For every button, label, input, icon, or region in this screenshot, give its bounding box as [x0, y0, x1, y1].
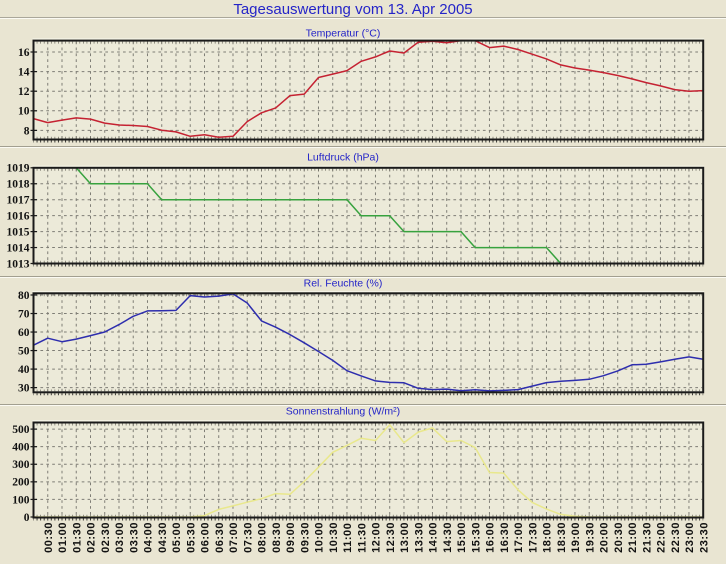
svg-text:22:00: 22:00 — [656, 522, 668, 553]
svg-text:500: 500 — [12, 424, 30, 436]
svg-text:1018: 1018 — [7, 179, 30, 191]
svg-text:10:00: 10:00 — [314, 522, 326, 553]
svg-text:13:00: 13:00 — [399, 522, 411, 553]
svg-text:1013: 1013 — [7, 258, 30, 270]
svg-text:14:30: 14:30 — [442, 522, 454, 553]
svg-text:15:30: 15:30 — [470, 522, 482, 553]
svg-text:11:30: 11:30 — [356, 523, 368, 553]
svg-text:13:30: 13:30 — [413, 522, 425, 553]
svg-text:20:00: 20:00 — [599, 522, 611, 553]
svg-text:300: 300 — [12, 459, 30, 471]
svg-text:1019: 1019 — [7, 163, 30, 175]
svg-text:19:00: 19:00 — [570, 522, 582, 553]
svg-text:07:00: 07:00 — [228, 522, 240, 553]
svg-text:04:00: 04:00 — [143, 522, 155, 553]
svg-text:05:30: 05:30 — [185, 522, 197, 553]
svg-text:200: 200 — [12, 477, 30, 489]
svg-text:20:30: 20:30 — [613, 522, 625, 553]
svg-text:09:30: 09:30 — [299, 522, 311, 553]
svg-text:1014: 1014 — [7, 242, 30, 254]
svg-text:10:30: 10:30 — [328, 522, 340, 553]
svg-text:12:30: 12:30 — [385, 522, 397, 553]
svg-text:17:00: 17:00 — [513, 522, 525, 553]
svg-text:10: 10 — [18, 106, 30, 118]
svg-text:19:30: 19:30 — [584, 522, 596, 553]
svg-text:23:00: 23:00 — [684, 522, 696, 553]
svg-text:15:00: 15:00 — [456, 522, 468, 553]
svg-text:16: 16 — [18, 47, 30, 59]
svg-text:08:30: 08:30 — [271, 522, 283, 553]
svg-text:12:00: 12:00 — [371, 522, 383, 553]
svg-text:Tagesauswertung vom 13. Apr 20: Tagesauswertung vom 13. Apr 2005 — [233, 1, 472, 18]
svg-text:06:00: 06:00 — [200, 522, 212, 553]
svg-text:03:30: 03:30 — [128, 522, 140, 553]
svg-text:60: 60 — [18, 327, 30, 339]
svg-text:400: 400 — [12, 442, 30, 454]
svg-text:05:00: 05:00 — [171, 522, 183, 553]
svg-text:14: 14 — [18, 67, 30, 79]
svg-text:Luftdruck (hPa): Luftdruck (hPa) — [307, 152, 379, 164]
svg-text:11:00: 11:00 — [342, 523, 354, 553]
svg-text:30: 30 — [18, 383, 30, 395]
svg-text:70: 70 — [18, 308, 30, 320]
svg-text:40: 40 — [18, 364, 30, 376]
svg-text:08:00: 08:00 — [257, 522, 269, 553]
svg-text:Rel. Feuchte (%): Rel. Feuchte (%) — [304, 278, 383, 290]
svg-text:21:30: 21:30 — [641, 522, 653, 553]
svg-text:18:30: 18:30 — [556, 522, 568, 553]
svg-text:16:30: 16:30 — [499, 522, 511, 553]
svg-text:02:30: 02:30 — [100, 522, 112, 553]
svg-text:22:30: 22:30 — [670, 522, 682, 553]
svg-text:Temperatur (°C): Temperatur (°C) — [306, 28, 381, 40]
svg-text:21:00: 21:00 — [627, 522, 639, 553]
svg-text:0: 0 — [24, 512, 30, 524]
svg-text:17:30: 17:30 — [527, 522, 539, 553]
svg-text:06:30: 06:30 — [214, 522, 226, 553]
svg-text:80: 80 — [18, 290, 30, 302]
svg-text:14:00: 14:00 — [428, 522, 440, 553]
svg-text:07:30: 07:30 — [242, 522, 254, 553]
svg-text:23:30: 23:30 — [698, 522, 710, 553]
svg-text:01:00: 01:00 — [57, 522, 69, 553]
svg-text:100: 100 — [12, 494, 30, 506]
svg-text:12: 12 — [18, 86, 30, 98]
svg-text:00:30: 00:30 — [43, 522, 55, 553]
svg-text:50: 50 — [18, 345, 30, 357]
svg-text:18:00: 18:00 — [542, 522, 554, 553]
svg-text:1016: 1016 — [7, 211, 30, 223]
svg-text:8: 8 — [24, 125, 30, 137]
svg-text:02:00: 02:00 — [86, 522, 98, 553]
svg-text:1015: 1015 — [7, 227, 30, 239]
svg-text:Sonnenstrahlung (W/m²): Sonnenstrahlung (W/m²) — [286, 406, 400, 418]
svg-text:03:00: 03:00 — [114, 522, 126, 553]
svg-text:16:00: 16:00 — [485, 522, 497, 553]
svg-text:04:30: 04:30 — [157, 522, 169, 553]
svg-text:09:00: 09:00 — [285, 522, 297, 553]
svg-text:01:30: 01:30 — [71, 522, 83, 553]
svg-text:1017: 1017 — [7, 195, 30, 207]
